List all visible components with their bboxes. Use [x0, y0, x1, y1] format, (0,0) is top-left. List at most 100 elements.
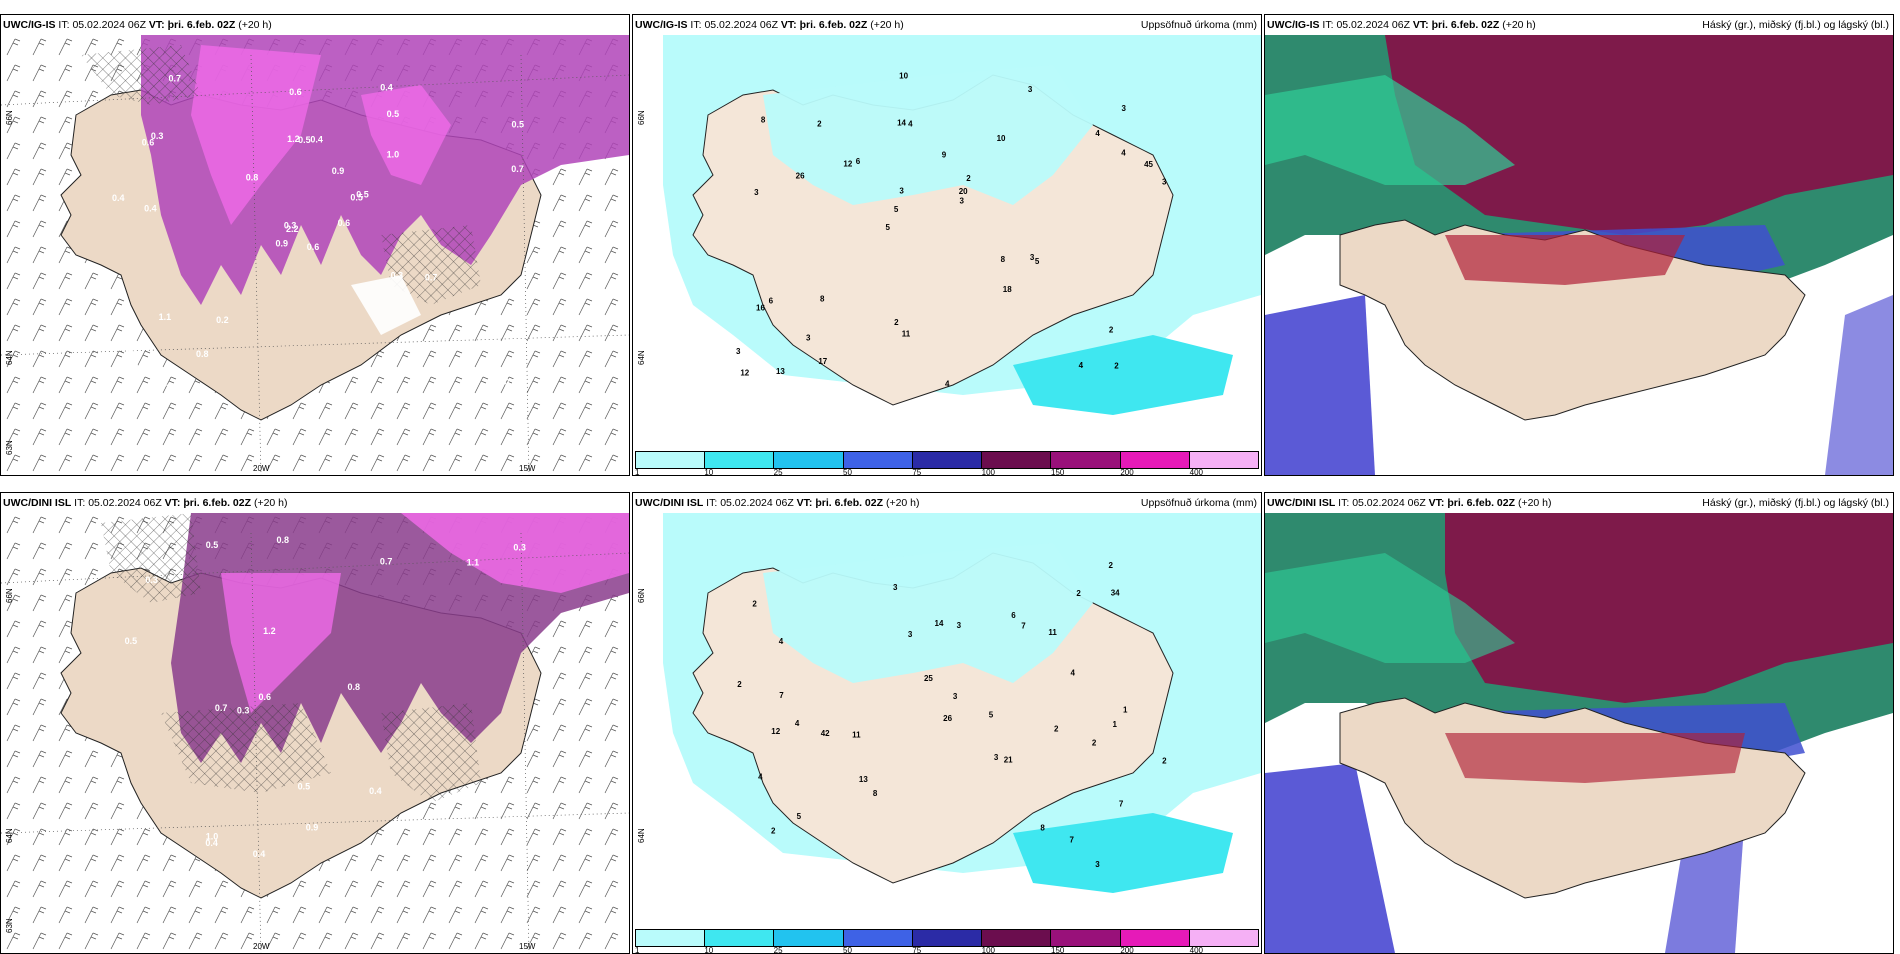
map-value-label: 0.5: [387, 109, 400, 119]
map-value-label: 9: [942, 151, 947, 160]
map-value-label: 0.5: [298, 135, 311, 145]
map-value-label: 5: [894, 205, 899, 214]
map-value-label: 3: [959, 196, 964, 205]
map-value-label: 7: [1070, 836, 1075, 845]
map-value-label: 45: [1144, 160, 1153, 169]
map-value-label: 16: [756, 303, 765, 312]
map-value-label: 17: [818, 357, 827, 366]
legend-swatch: [1051, 452, 1121, 468]
legend-swatch: [843, 930, 913, 946]
map-value-label: 0.7: [215, 703, 228, 713]
map-value-label: 0.5: [350, 193, 363, 203]
legend-swatch: [636, 930, 706, 946]
lat-label: 64N: [5, 828, 14, 843]
legend-swatch: [912, 452, 983, 468]
map-value-label: 11: [1048, 628, 1057, 637]
map-value-label: 1.1: [159, 312, 172, 322]
map-value-label: 4: [1121, 149, 1126, 158]
map-value-label: 0.3: [145, 575, 158, 585]
map-value-label: 5: [797, 812, 802, 821]
legend-tick: 50: [843, 946, 852, 954]
map-value-label: 11: [902, 329, 911, 338]
legend-swatch: [843, 452, 913, 468]
map-value-label: 0.7: [511, 164, 524, 174]
map-value-label: 2: [1092, 738, 1097, 747]
map-value-label: 7: [1119, 800, 1124, 809]
map-wind-cloud: 0.6 0.6 2.2 0.6 0.5 0.2 0.4 0.4 0.5 0.6 0.7 0.6 0.4 0…: [1, 35, 629, 475]
panel-ig-wind-cloud: UWC/IG-IS IT: 05.02.2024 06Z VT: þri. 6.…: [0, 14, 630, 476]
panel-right-title: Háský (gr.), miðský (fj.bl.) og lágský (…: [1702, 19, 1889, 31]
map-value-label: 2: [1108, 561, 1113, 570]
map-value-label: 12: [843, 159, 852, 168]
map-value-label: 0.7: [425, 272, 438, 282]
map-value-label: 6: [856, 157, 861, 166]
map-value-label: 4: [758, 773, 763, 782]
map-value-label: 0.6: [258, 692, 271, 702]
legend-tick: 1: [635, 468, 640, 476]
map-value-label: 26: [796, 171, 805, 180]
map-value-label: 5: [885, 223, 890, 232]
map-value-label: 20: [959, 187, 968, 196]
legend-swatch: [774, 930, 844, 946]
map-precip: 2 3 3 5 10 13 14 9 6 6 3 3 4 2 5 8 10 3 8 4 5 2 3 2 3 8 4 2 3 4 12 26 18…: [633, 35, 1261, 445]
legend-swatch: [1189, 452, 1258, 468]
map-value-label: 1.0: [206, 831, 219, 841]
map-value-label: 34: [1111, 589, 1120, 598]
legend-swatch: [774, 452, 844, 468]
map-value-label: 0.9: [306, 823, 319, 833]
map-value-label: 0.9: [485, 843, 498, 853]
map-value-label: 0.4: [253, 849, 266, 859]
map-value-label: 0.7: [169, 74, 182, 84]
map-value-label: 2: [771, 826, 776, 835]
map-value-label: 0.5: [298, 781, 311, 791]
panel-dini-clouds: UWC/DINI ISL IT: 05.02.2024 06Z VT: þri.…: [1264, 492, 1894, 954]
map-value-label: 3: [736, 347, 741, 356]
map-value-label: 2: [1109, 325, 1114, 334]
panel-dini-wind-cloud: UWC/DINI ISL IT: 05.02.2024 06Z VT: þri.…: [0, 492, 630, 954]
map-value-label: 4: [1079, 361, 1084, 370]
map-value-label: 0.6: [142, 138, 155, 148]
legend-swatch: [636, 452, 706, 468]
map-value-label: 0.7: [380, 557, 393, 567]
lat-label: 64N: [637, 828, 646, 843]
map-value-label: 0.6: [504, 377, 517, 387]
map-value-label: 0.8: [246, 173, 259, 183]
map-value-label: 3: [1122, 104, 1127, 113]
legend-tick: 50: [843, 468, 852, 476]
map-value-label: 0.5: [512, 119, 525, 129]
map-value-label: 2: [1162, 757, 1167, 766]
lat-label: 66N: [637, 110, 646, 125]
map-value-label: 0.6: [307, 242, 320, 252]
map-value-label: 8: [1001, 255, 1006, 264]
map-value-label: 8: [761, 115, 766, 124]
legend-swatch: [1120, 452, 1190, 468]
lat-label: 63N: [5, 440, 14, 455]
map-value-label: 21: [1004, 756, 1013, 765]
map-value-label: 0.4: [112, 193, 125, 203]
map-value-label: 5: [1035, 257, 1040, 266]
lat-label: 66N: [637, 588, 646, 603]
map-value-label: 26: [943, 714, 952, 723]
lon-label: 15W: [519, 942, 536, 951]
map-value-label: 0.6: [126, 347, 139, 357]
legend-tick: 100: [981, 946, 996, 954]
map-value-label: 0.2: [94, 561, 107, 571]
legend-swatch: [1120, 930, 1190, 946]
map-value-label: 2: [752, 599, 757, 608]
lat-label: 63N: [5, 918, 14, 933]
panel-ig-clouds: UWC/IG-IS IT: 05.02.2024 06Z VT: þri. 6.…: [1264, 14, 1894, 476]
legend-swatch: [982, 452, 1052, 468]
map-value-label: 7: [1021, 621, 1026, 630]
legend-swatch: [1189, 930, 1258, 946]
legend-tick: 100: [981, 468, 996, 476]
map-value-label: 12: [771, 727, 780, 736]
map-value-label: 1: [1123, 706, 1128, 715]
legend-swatch: [1051, 930, 1121, 946]
legend-tick: 400: [1189, 468, 1204, 476]
map-value-label: 0.6: [338, 218, 351, 228]
map-value-label: 13: [859, 775, 868, 784]
map-value-label: 0.3: [391, 270, 404, 280]
lat-label: 66N: [5, 110, 14, 125]
precip-legend: 1 10 25 50 75 100 150 200 400: [633, 451, 1261, 476]
map-value-label: 3: [754, 188, 759, 197]
